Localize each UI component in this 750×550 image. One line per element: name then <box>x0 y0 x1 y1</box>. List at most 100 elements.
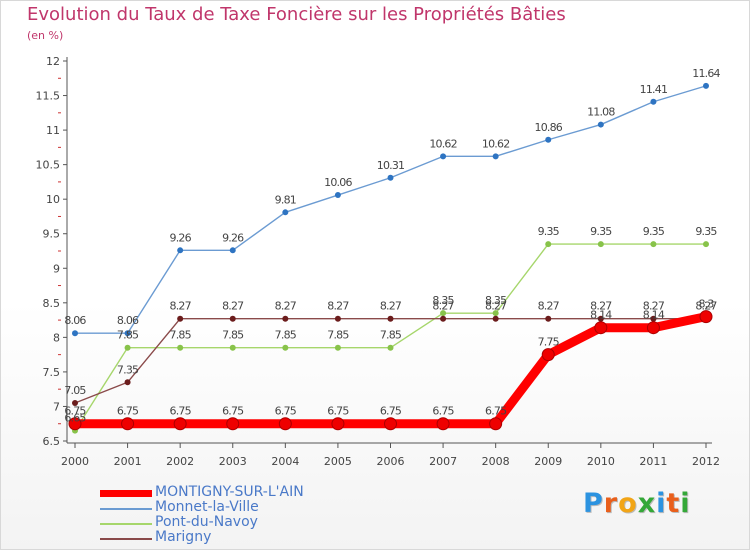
data-label: 8.27 <box>643 300 665 313</box>
data-label: 10.31 <box>377 159 405 172</box>
data-point <box>334 344 341 351</box>
data-point <box>334 192 341 199</box>
data-point <box>541 348 555 362</box>
data-point <box>440 310 447 317</box>
data-point <box>387 344 394 351</box>
data-label: 8.35 <box>485 294 507 307</box>
data-point <box>440 153 447 160</box>
y-tick-label: 9 <box>53 262 60 275</box>
data-label: 6.65 <box>64 412 86 425</box>
x-tick-label: 2004 <box>271 455 299 468</box>
legend-label-monnet: Monnet-la-Ville <box>155 499 259 515</box>
x-tick-label: 2003 <box>219 455 247 468</box>
data-label: 9.35 <box>590 225 612 238</box>
data-point <box>387 174 394 181</box>
data-point <box>384 417 397 431</box>
data-point <box>597 121 604 128</box>
data-label: 8.27 <box>327 300 349 313</box>
data-point <box>121 417 135 431</box>
x-tick-label: 2011 <box>639 455 667 468</box>
data-point <box>597 241 604 248</box>
x-tick-label: 2001 <box>114 455 142 468</box>
data-point <box>229 247 236 254</box>
data-label: 7.85 <box>170 329 192 342</box>
y-tick-label: 7.5 <box>43 366 61 379</box>
data-point <box>173 417 187 431</box>
data-point <box>387 315 394 322</box>
data-point <box>489 417 503 431</box>
data-label: 6.75 <box>64 405 86 418</box>
x-tick-label: 2007 <box>429 455 457 468</box>
data-point <box>492 315 499 322</box>
data-label: 7.85 <box>275 329 297 342</box>
logo-letter: i <box>680 488 691 519</box>
x-tick-label: 2000 <box>61 455 89 468</box>
chart-subtitle: (en %) <box>27 29 64 42</box>
x-tick-label: 2012 <box>692 455 720 468</box>
y-tick-label: 10.5 <box>36 159 61 172</box>
y-tick-label: 6.5 <box>43 435 61 448</box>
legend-label-pont: Pont-du-Navoy <box>155 514 258 530</box>
data-point <box>278 417 292 431</box>
data-label: 9.35 <box>643 225 665 238</box>
legend-swatch-marigny <box>100 538 152 540</box>
data-point <box>492 310 499 317</box>
x-tick-label: 2008 <box>482 455 510 468</box>
data-label: 10.86 <box>535 121 563 134</box>
data-label: 9.35 <box>695 225 717 238</box>
data-label: 9.35 <box>538 225 560 238</box>
data-point <box>699 310 713 324</box>
data-point <box>72 400 78 406</box>
y-tick-label: 9.5 <box>43 228 61 241</box>
data-label: 7.85 <box>117 329 139 342</box>
data-point <box>650 315 657 322</box>
y-tick-label: 8 <box>53 331 60 344</box>
data-label: 9.81 <box>275 193 296 206</box>
data-label: 9.26 <box>222 231 244 244</box>
data-point <box>124 344 131 351</box>
logo-letter: i <box>656 488 667 519</box>
data-label: 10.62 <box>482 137 510 150</box>
data-point <box>545 315 552 322</box>
data-point <box>492 153 499 160</box>
data-point <box>177 315 184 322</box>
data-label: 6.75 <box>327 405 349 418</box>
logo-letter: t <box>666 488 681 519</box>
data-point <box>177 344 184 351</box>
data-label: 8.27 <box>432 300 454 313</box>
data-label: 10.06 <box>324 176 352 189</box>
x-tick-label: 2002 <box>166 455 194 468</box>
data-point <box>124 330 131 337</box>
x-tick-label: 2010 <box>587 455 615 468</box>
data-point <box>597 315 604 322</box>
data-point <box>650 98 657 105</box>
data-point <box>331 417 345 431</box>
data-label: 8.27 <box>590 300 612 313</box>
data-label: 7.85 <box>380 329 402 342</box>
data-label: 8.27 <box>380 300 402 313</box>
data-label: 7.75 <box>538 336 560 349</box>
data-label: 6.75 <box>275 405 297 418</box>
y-tick-label: 10 <box>46 193 60 206</box>
x-tick-label: 2006 <box>377 455 405 468</box>
data-point <box>703 82 709 89</box>
data-label: 8.06 <box>117 314 139 327</box>
y-tick-label: 8.5 <box>43 297 61 310</box>
series-line-monnet-la-ville <box>74 85 707 334</box>
data-label: 8.27 <box>275 300 297 313</box>
data-label: 6.75 <box>432 405 454 418</box>
data-label: 7.05 <box>64 384 86 397</box>
data-label: 8.27 <box>170 300 192 313</box>
data-label: 6.75 <box>380 405 402 418</box>
data-label: 6.75 <box>117 405 139 418</box>
data-label: 11.64 <box>692 67 720 80</box>
legend-swatch-monnet <box>100 508 152 510</box>
data-label: 7.35 <box>117 363 139 376</box>
x-tick-label: 2009 <box>534 455 562 468</box>
data-point <box>436 417 450 431</box>
data-point <box>545 136 552 143</box>
data-label: 8.14 <box>590 309 612 322</box>
legend-label-marigny: Marigny <box>155 529 212 545</box>
data-point <box>177 247 184 254</box>
data-label: 8.27 <box>695 300 717 313</box>
